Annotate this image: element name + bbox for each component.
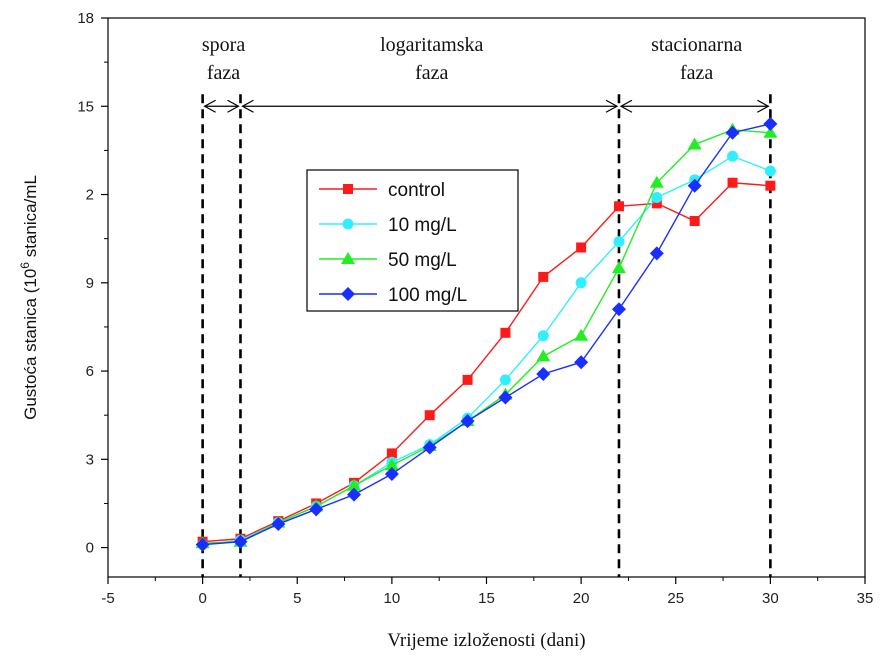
y-tick-label: 15 xyxy=(77,98,94,115)
series-line xyxy=(202,123,771,546)
series-line xyxy=(202,182,771,543)
phase-label: faza xyxy=(207,62,240,84)
data-point xyxy=(576,242,587,253)
x-tick-label: 0 xyxy=(198,590,206,607)
axes: -5 0 5 10 15 20 25 30 35 0 3 6 9 2 15 18 xyxy=(77,10,873,607)
data-point xyxy=(725,125,740,140)
phase-labels: spora faza logaritamska faza stacionarna faza xyxy=(202,34,742,84)
x-axis-title: Vrijeme izloženosti (dani) xyxy=(387,630,585,651)
series-100-mg-l xyxy=(195,116,778,552)
data-point xyxy=(727,177,738,188)
legend: control 10 mg/L 50 mg/L 100 mg/L xyxy=(306,169,519,312)
data-point xyxy=(347,478,362,491)
legend-label: 100 mg/L xyxy=(388,285,467,306)
legend-marker xyxy=(341,252,355,264)
legend-marker xyxy=(342,218,354,230)
phase-label: stacionarna xyxy=(651,34,742,56)
data-point xyxy=(498,390,513,405)
data-point xyxy=(689,216,700,227)
legend-label: control xyxy=(388,180,445,201)
data-point xyxy=(649,175,664,188)
data-point xyxy=(424,410,435,421)
data-point xyxy=(195,537,210,552)
data-point xyxy=(536,349,551,362)
phase-arrow-head-left xyxy=(203,99,216,113)
data-point xyxy=(536,366,551,381)
x-tick-label: 25 xyxy=(667,590,684,607)
data-point xyxy=(499,374,511,386)
x-tick-label: 10 xyxy=(384,590,401,607)
data-point xyxy=(462,374,473,385)
phase-arrow-head-right xyxy=(605,99,619,113)
data-point xyxy=(613,236,625,248)
y-tick-label: 0 xyxy=(86,540,94,557)
data-point xyxy=(309,502,324,517)
data-point xyxy=(651,191,663,203)
y-tick-label: 2 xyxy=(86,187,94,204)
y-tick-label: 9 xyxy=(86,275,94,292)
phase-label: spora xyxy=(202,34,245,56)
x-tick-label: 30 xyxy=(762,590,779,607)
data-point xyxy=(611,261,626,274)
data-point xyxy=(687,178,702,193)
data-point xyxy=(574,328,589,341)
phase-boundaries xyxy=(201,94,772,577)
phase-label: logaritamska xyxy=(380,34,483,56)
data-point xyxy=(651,198,662,209)
data-point xyxy=(537,330,549,342)
phase-arrow-head-left xyxy=(619,99,633,113)
data-point xyxy=(500,327,511,338)
data-point xyxy=(575,277,587,289)
legend-label: 10 mg/L xyxy=(388,215,457,236)
data-point xyxy=(422,440,437,455)
data-point xyxy=(574,355,589,370)
legend-marker xyxy=(341,287,355,301)
data-point xyxy=(233,534,248,549)
data-point xyxy=(347,487,362,502)
x-tick-label: 35 xyxy=(857,590,874,607)
data-point xyxy=(271,517,286,532)
y-axis-title: Gustoća stanica (106 stanica/mL xyxy=(18,175,40,420)
y-tick-label: 3 xyxy=(86,451,94,468)
data-point xyxy=(687,137,702,150)
x-tick-label: 5 xyxy=(293,590,301,607)
phase-arrow-head-right xyxy=(227,99,240,113)
data-point xyxy=(763,116,778,131)
series-layer xyxy=(195,116,778,552)
y-axis-title-prefix: Gustoća stanica (10 xyxy=(21,269,40,420)
data-point xyxy=(538,271,549,282)
phase-label: faza xyxy=(415,62,448,84)
phase-arrow-head-left xyxy=(241,99,254,113)
y-axis-title-text: Gustoća stanica (106 stanica/mL xyxy=(18,175,40,420)
phase-label: faza xyxy=(680,62,713,84)
data-point xyxy=(764,165,776,177)
data-point xyxy=(613,201,624,212)
x-tick-label: -5 xyxy=(101,590,114,607)
data-point xyxy=(765,180,776,191)
series-line xyxy=(202,129,771,544)
data-point xyxy=(611,302,626,317)
legend-box xyxy=(306,169,519,312)
data-point xyxy=(649,246,664,261)
data-point xyxy=(727,150,739,162)
legend-label: 50 mg/L xyxy=(388,250,457,271)
x-tick-label: 20 xyxy=(573,590,590,607)
data-point xyxy=(384,467,399,482)
y-tick-label: 18 xyxy=(77,10,94,27)
data-point xyxy=(384,458,399,471)
legend-marker xyxy=(343,184,353,194)
phase-arrow-head-right xyxy=(757,99,770,113)
y-axis-title-superscript: 6 xyxy=(18,262,32,269)
data-point xyxy=(386,448,397,459)
phase-arrows xyxy=(203,99,770,113)
y-tick-label: 6 xyxy=(86,363,94,380)
data-point xyxy=(460,414,475,429)
x-tick-label: 15 xyxy=(478,590,495,607)
y-axis-title-suffix: stanica/mL xyxy=(21,175,40,262)
data-point xyxy=(763,125,778,138)
